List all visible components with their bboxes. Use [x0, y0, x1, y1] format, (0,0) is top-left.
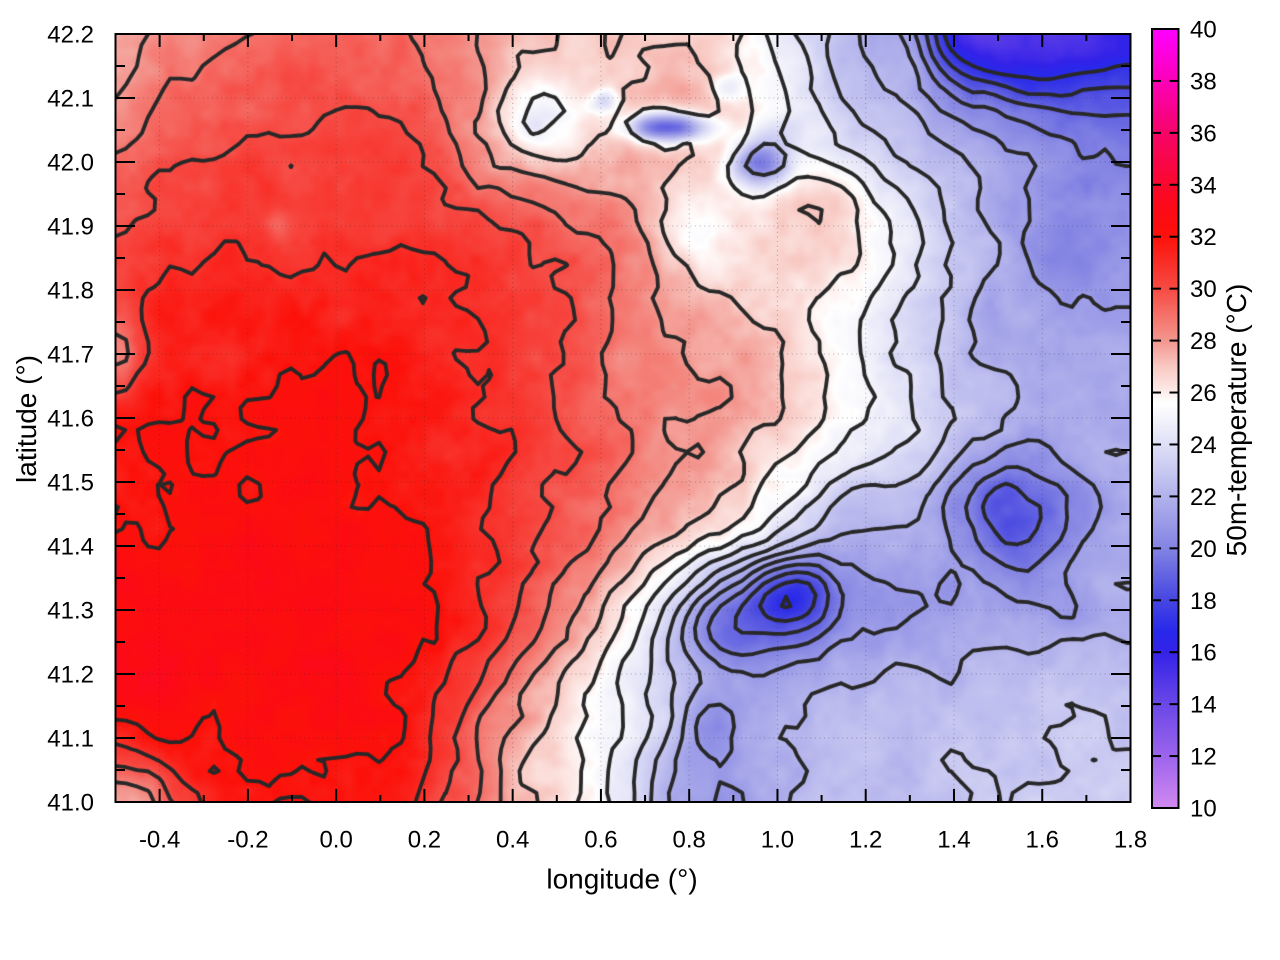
svg-text:14: 14 [1190, 692, 1217, 719]
svg-text:38: 38 [1190, 68, 1217, 95]
svg-text:26: 26 [1190, 380, 1217, 407]
svg-text:32: 32 [1190, 224, 1217, 251]
svg-text:-0.4: -0.4 [139, 827, 180, 854]
svg-text:latitude (°): latitude (°) [11, 355, 42, 483]
svg-text:41.4: 41.4 [47, 534, 94, 561]
svg-text:28: 28 [1190, 328, 1217, 355]
svg-text:41.1: 41.1 [47, 726, 94, 753]
svg-text:12: 12 [1190, 744, 1217, 771]
svg-text:42.2: 42.2 [47, 22, 94, 49]
svg-text:40: 40 [1190, 17, 1217, 44]
svg-text:1.2: 1.2 [849, 827, 882, 854]
svg-text:41.3: 41.3 [47, 598, 94, 625]
svg-text:41.9: 41.9 [47, 214, 94, 241]
svg-text:10: 10 [1190, 796, 1217, 823]
svg-text:longitude (°): longitude (°) [546, 864, 697, 895]
svg-text:1.4: 1.4 [937, 827, 970, 854]
svg-text:20: 20 [1190, 536, 1217, 563]
svg-text:18: 18 [1190, 588, 1217, 615]
svg-text:34: 34 [1190, 172, 1217, 199]
svg-text:41.8: 41.8 [47, 278, 94, 305]
svg-text:36: 36 [1190, 120, 1217, 147]
svg-text:0.2: 0.2 [408, 827, 441, 854]
svg-text:41.2: 41.2 [47, 662, 94, 689]
svg-text:41.5: 41.5 [47, 470, 94, 497]
svg-text:0.0: 0.0 [319, 827, 352, 854]
svg-text:0.6: 0.6 [584, 827, 617, 854]
svg-text:41.7: 41.7 [47, 342, 94, 369]
svg-text:41.6: 41.6 [47, 406, 94, 433]
svg-text:42.1: 42.1 [47, 86, 94, 113]
svg-text:1.0: 1.0 [761, 827, 794, 854]
svg-text:41.0: 41.0 [47, 790, 94, 817]
svg-text:42.0: 42.0 [47, 150, 94, 177]
svg-text:0.4: 0.4 [496, 827, 529, 854]
svg-text:0.8: 0.8 [673, 827, 706, 854]
svg-text:24: 24 [1190, 432, 1217, 459]
svg-text:50m-temperature (°C): 50m-temperature (°C) [1221, 284, 1252, 557]
svg-text:22: 22 [1190, 484, 1217, 511]
svg-text:1.8: 1.8 [1114, 827, 1147, 854]
svg-text:30: 30 [1190, 276, 1217, 303]
svg-text:16: 16 [1190, 640, 1217, 667]
svg-text:1.6: 1.6 [1026, 827, 1059, 854]
svg-text:-0.2: -0.2 [227, 827, 268, 854]
